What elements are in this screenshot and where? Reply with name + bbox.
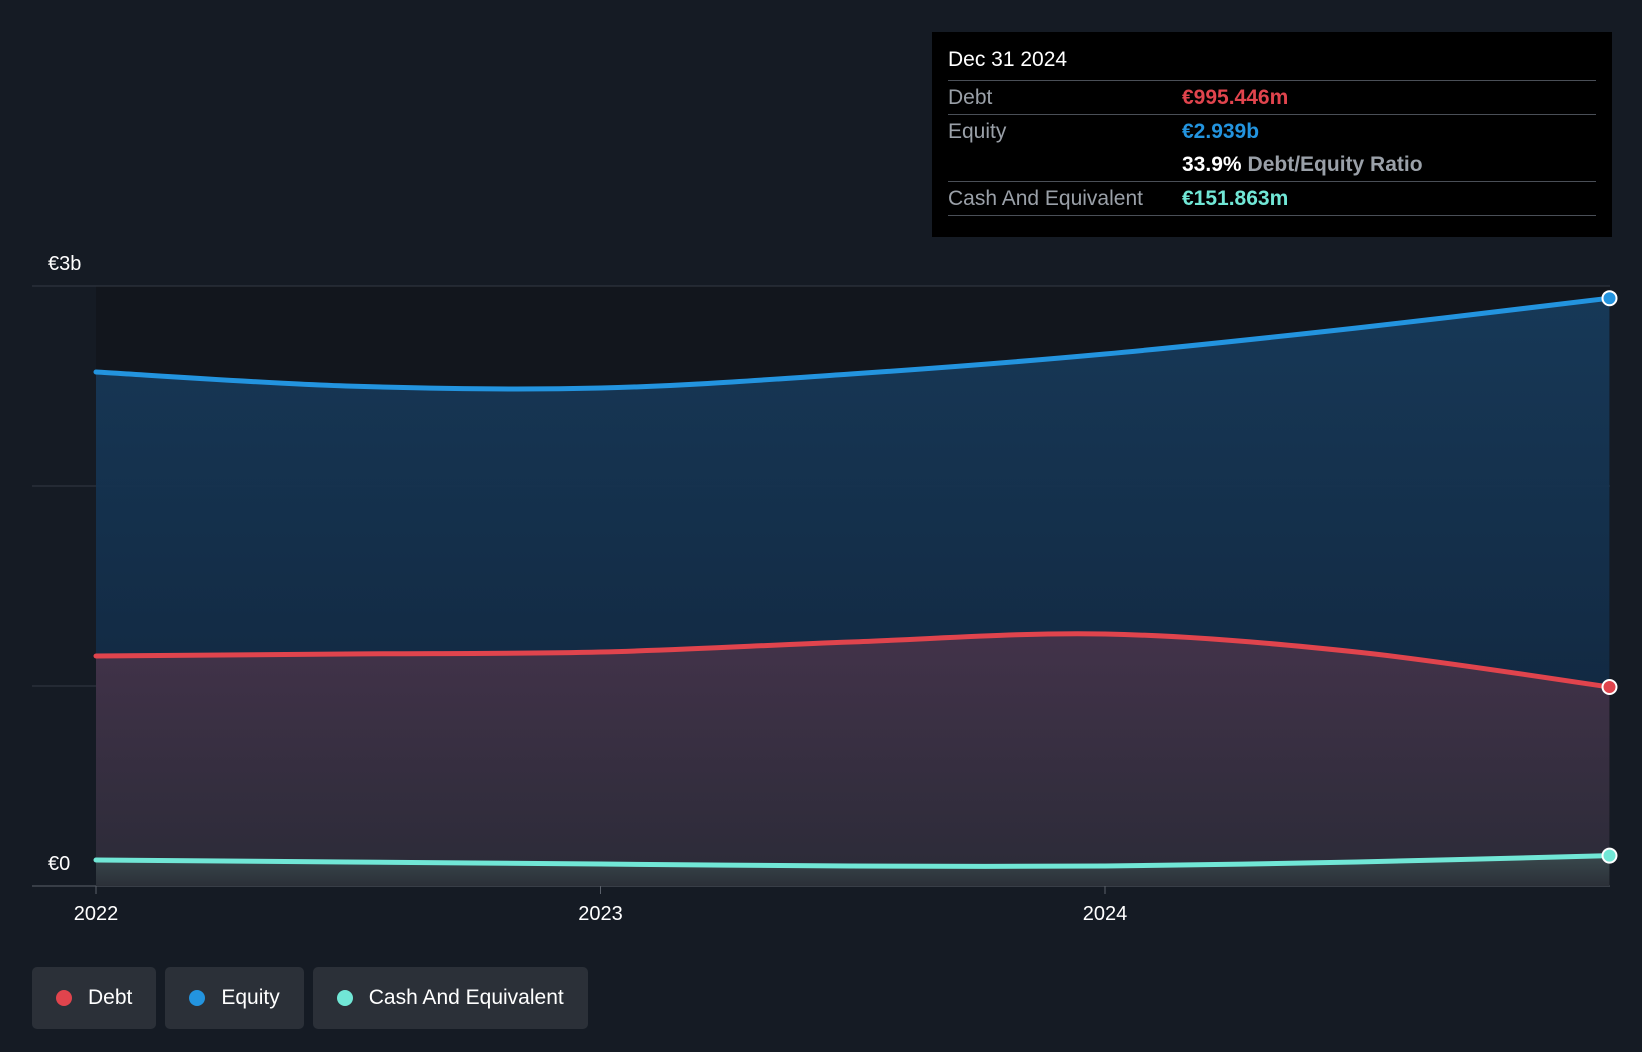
equity-line (93, 295, 1612, 392)
tooltip-ratio-label: Debt/Equity Ratio (1247, 153, 1423, 176)
legend-equity-label: Equity (221, 986, 280, 1009)
cash-and-equivalent-endpoint[interactable] (1601, 847, 1618, 864)
debt-dot-icon (56, 990, 72, 1006)
tooltip-equity-label: Equity (948, 120, 1007, 143)
legend-debt-label: Debt (88, 986, 133, 1009)
chart-legend: Debt Equity Cash And Equivalent (32, 967, 588, 1029)
y-axis: €0 €3b (48, 253, 81, 875)
legend-cash-label: Cash And Equivalent (368, 986, 564, 1009)
debt-line (93, 631, 1612, 690)
series-endpoints (1601, 290, 1618, 864)
equity-dot-icon (189, 990, 206, 1006)
tooltip-ratio-row: 33.9% Debt/Equity Ratio (948, 148, 1596, 181)
debt-area (96, 633, 1610, 886)
cash-dot-icon (336, 990, 353, 1006)
tooltip-debt-label: Debt (948, 86, 993, 109)
tooltip-cash-row: Cash And Equivalent €151.863m (948, 181, 1596, 216)
y-tick-label: €0 (48, 853, 70, 875)
legend-item-debt[interactable]: Debt (32, 967, 157, 1029)
legend-item-cash[interactable]: Cash And Equivalent (312, 967, 588, 1029)
tooltip-equity-value: €2.939b (1182, 120, 1260, 143)
x-tick-label: 2024 (1083, 903, 1128, 925)
tooltip-ratio-value: 33.9% (1182, 153, 1242, 176)
x-tick-label: 2022 (74, 903, 119, 925)
data-tooltip: Dec 31 2024 Debt €995.446m Equity €2.939… (932, 32, 1612, 237)
tooltip-debt-value: €995.446m (1182, 86, 1289, 109)
legend-item-equity[interactable]: Equity (165, 967, 304, 1029)
tooltip-date: Dec 31 2024 (948, 48, 1068, 71)
tooltip-equity-row: Equity €2.939b (948, 114, 1596, 148)
tooltip-cash-label: Cash And Equivalent (948, 187, 1143, 210)
series-areas (96, 298, 1610, 886)
debt-endpoint[interactable] (1601, 679, 1618, 695)
cash-and-equivalent-line (93, 853, 1612, 869)
equity-endpoint[interactable] (1601, 290, 1618, 307)
series-lines (93, 295, 1612, 869)
tooltip-debt-row: Debt €995.446m (948, 80, 1596, 114)
y-tick-label: €3b (48, 253, 81, 275)
tooltip-cash-value: €151.863m (1182, 187, 1289, 210)
x-axis: 2022 2023 2024 (74, 886, 1128, 925)
x-tick-label: 2023 (578, 903, 623, 925)
